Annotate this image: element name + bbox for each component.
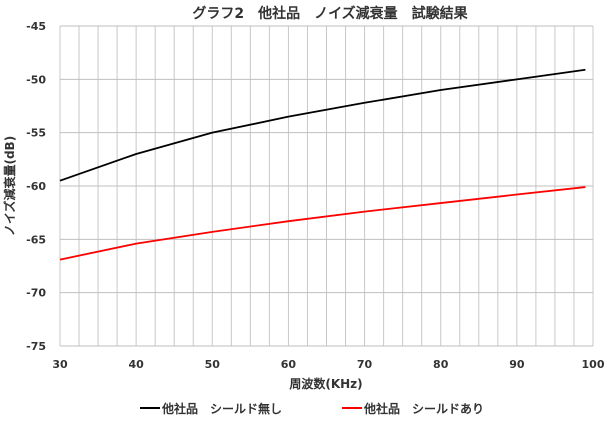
y-tick-label: -45	[26, 20, 46, 33]
x-tick-label: 60	[281, 358, 297, 371]
grid	[59, 25, 594, 347]
x-tick-label: 80	[433, 358, 449, 371]
chart-title: グラフ2 他社品 ノイズ減衰量 試験結果	[192, 5, 468, 22]
x-axis-label: 周波数(KHz)	[289, 376, 362, 391]
x-tick-label: 40	[128, 358, 144, 371]
y-axis-ticks: -45 -50 -55 -60 -65 -70 -75	[26, 20, 46, 353]
series-line-0	[59, 68, 586, 182]
y-tick-label: -50	[26, 73, 46, 86]
legend-label: 他社品 シールド無し	[161, 401, 282, 416]
series-lines	[59, 68, 586, 261]
y-axis-label: ノイズ減衰量(dB)	[2, 136, 17, 236]
legend-label: 他社品 シールドあり	[363, 401, 484, 416]
y-tick-label: -55	[26, 127, 46, 140]
x-axis-ticks: 30 40 50 60 70 80 90 100	[52, 358, 604, 371]
x-tick-label: 30	[52, 358, 68, 371]
x-tick-label: 70	[357, 358, 373, 371]
legend: 他社品 シールド無し 他社品 シールドあり	[140, 401, 484, 416]
y-tick-label: -70	[26, 287, 46, 300]
y-tick-label: -60	[26, 180, 46, 193]
x-tick-label: 90	[509, 358, 525, 371]
y-tick-label: -65	[26, 233, 46, 246]
series-line-1	[59, 186, 586, 261]
y-tick-label: -75	[26, 340, 46, 353]
x-tick-label: 50	[205, 358, 221, 371]
x-tick-label: 100	[582, 358, 605, 371]
